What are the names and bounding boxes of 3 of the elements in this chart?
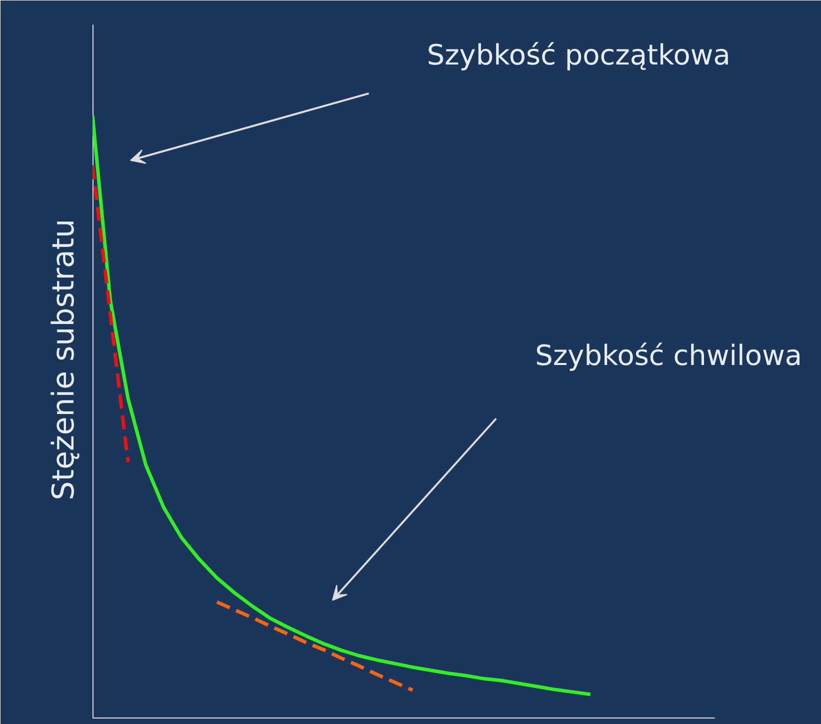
text: Szybkość początkowa [426,38,730,72]
annotation: Szybkość chwilowa [535,338,802,372]
y-axis-title: Stężenie substratu [46,218,82,500]
